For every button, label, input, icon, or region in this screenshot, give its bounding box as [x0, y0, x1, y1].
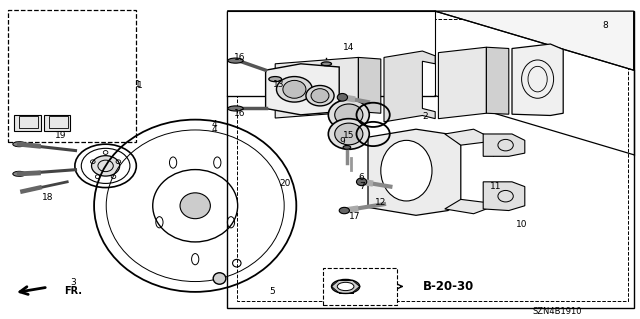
Ellipse shape	[92, 156, 120, 176]
Bar	[8, 10, 136, 142]
Text: 20: 20	[279, 179, 291, 188]
Text: 5: 5	[269, 287, 275, 296]
Text: 9: 9	[340, 137, 345, 146]
Ellipse shape	[339, 207, 349, 214]
Bar	[49, 116, 68, 128]
Polygon shape	[512, 44, 563, 115]
Ellipse shape	[283, 80, 306, 98]
Text: 1: 1	[137, 81, 142, 90]
Polygon shape	[237, 19, 628, 301]
Polygon shape	[227, 11, 634, 70]
Polygon shape	[275, 57, 358, 118]
Ellipse shape	[228, 58, 243, 63]
Text: 14: 14	[343, 43, 355, 52]
Ellipse shape	[381, 140, 432, 201]
Text: 17: 17	[349, 212, 361, 221]
Polygon shape	[483, 134, 525, 156]
Bar	[323, 268, 397, 305]
Text: 4: 4	[212, 125, 217, 134]
Ellipse shape	[228, 106, 243, 111]
Bar	[14, 115, 41, 131]
Ellipse shape	[337, 282, 354, 291]
Ellipse shape	[337, 93, 348, 101]
Bar	[44, 115, 70, 131]
Polygon shape	[266, 64, 339, 115]
Polygon shape	[384, 51, 435, 122]
Ellipse shape	[356, 178, 367, 186]
Text: 8: 8	[602, 21, 607, 30]
Ellipse shape	[13, 142, 26, 147]
Polygon shape	[227, 11, 435, 96]
Text: 15: 15	[343, 131, 355, 140]
Text: 12: 12	[375, 198, 387, 207]
Ellipse shape	[332, 279, 360, 293]
Polygon shape	[358, 57, 381, 113]
Bar	[19, 116, 38, 128]
Polygon shape	[438, 47, 486, 119]
Ellipse shape	[269, 77, 282, 82]
Ellipse shape	[13, 171, 26, 176]
Text: 18: 18	[42, 193, 54, 202]
Ellipse shape	[343, 145, 351, 149]
Polygon shape	[445, 199, 486, 214]
Text: 7: 7	[359, 182, 364, 191]
Ellipse shape	[306, 85, 334, 106]
Ellipse shape	[311, 89, 329, 103]
Text: FR.: FR.	[64, 286, 82, 296]
Text: 3: 3	[71, 278, 76, 287]
Polygon shape	[368, 129, 461, 215]
Text: 11: 11	[490, 182, 502, 191]
Polygon shape	[483, 182, 525, 211]
Ellipse shape	[180, 193, 211, 219]
Ellipse shape	[321, 62, 332, 66]
Ellipse shape	[328, 119, 369, 149]
Text: 19: 19	[55, 131, 67, 140]
Ellipse shape	[213, 273, 226, 284]
Ellipse shape	[335, 104, 363, 126]
Text: 16: 16	[234, 53, 246, 62]
Ellipse shape	[335, 123, 363, 145]
Text: B-20-30: B-20-30	[422, 280, 474, 293]
Text: 13: 13	[273, 80, 284, 89]
Polygon shape	[486, 47, 509, 114]
Text: 6: 6	[359, 173, 364, 182]
Text: 10: 10	[516, 220, 527, 229]
Ellipse shape	[276, 77, 312, 102]
Ellipse shape	[328, 100, 369, 130]
Text: 4: 4	[212, 120, 217, 129]
Polygon shape	[227, 11, 634, 308]
Text: 16: 16	[234, 109, 246, 118]
Text: SZN4B1910: SZN4B1910	[532, 308, 582, 316]
Text: 1: 1	[135, 80, 140, 89]
Polygon shape	[445, 129, 486, 145]
Text: 2: 2	[423, 112, 428, 121]
